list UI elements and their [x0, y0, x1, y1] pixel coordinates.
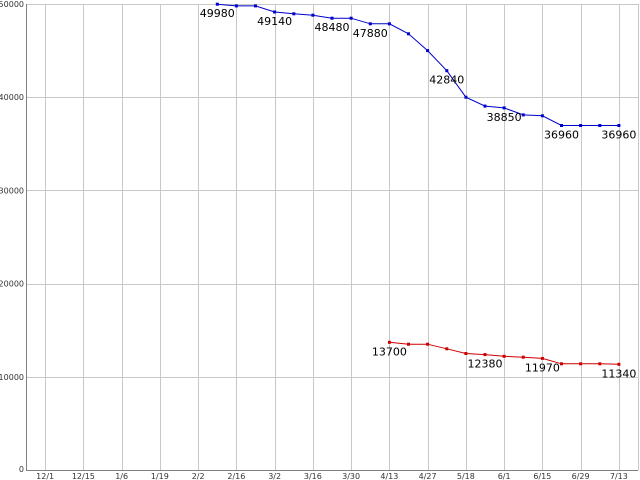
y-tick-label: 20000: [0, 280, 24, 289]
data-point: [579, 124, 583, 127]
y-tick-label: 0: [19, 465, 24, 474]
data-label: 11340: [601, 367, 636, 380]
data-point: [579, 362, 583, 366]
data-point: [560, 124, 563, 127]
data-point: [426, 49, 430, 53]
data-label: 48480: [315, 21, 350, 34]
data-label: 49140: [257, 15, 292, 28]
y-tick-label: 50000: [0, 0, 24, 9]
data-label: 49980: [200, 7, 235, 20]
x-tick-label: 6/15: [533, 472, 551, 480]
data-point: [464, 95, 468, 99]
data-point: [521, 355, 525, 359]
data-point: [598, 362, 602, 366]
x-tick-label: 4/27: [419, 472, 437, 480]
x-tick-label: 6/29: [572, 472, 590, 480]
data-label: 36960: [601, 129, 636, 142]
data-label: 42840: [429, 74, 464, 87]
data-point: [483, 353, 487, 357]
data-point: [368, 22, 372, 26]
x-tick-label: 12/1: [36, 472, 54, 480]
x-tick-label: 2/2: [192, 472, 205, 480]
data-label: 12380: [468, 358, 503, 371]
data-point: [617, 124, 621, 127]
data-point: [387, 340, 391, 344]
x-tick-label: 1/6: [115, 472, 128, 480]
data-point: [483, 104, 487, 108]
series-lines: [215, 2, 621, 366]
y-tick-label: 30000: [0, 186, 24, 195]
data-point: [311, 13, 315, 17]
x-tick-label: 6/1: [498, 472, 511, 480]
data-point: [560, 362, 563, 366]
data-point: [349, 16, 353, 20]
x-tick-label: 3/30: [342, 472, 360, 480]
data-point: [540, 356, 544, 360]
y-tick-label: 10000: [0, 373, 24, 382]
data-labels: 49980 49140 48480 47880 42840 38850 36960 36960…: [200, 7, 637, 380]
x-tick-label: 4/13: [380, 472, 398, 480]
data-point: [292, 12, 296, 16]
data-point: [234, 4, 238, 8]
data-point: [254, 4, 257, 8]
x-tick-label: 7/13: [610, 472, 628, 480]
x-tick-label: 1/19: [151, 472, 169, 480]
data-label: 13700: [372, 345, 407, 358]
y-tick-label: 40000: [0, 93, 24, 102]
data-point: [521, 113, 525, 117]
data-point: [407, 32, 410, 36]
data-point: [426, 342, 430, 346]
data-point: [617, 362, 621, 366]
axes: [26, 4, 638, 471]
grid-lines: [26, 4, 639, 470]
data-label: 47880: [353, 27, 388, 40]
data-point: [502, 106, 506, 110]
data-point: [407, 342, 410, 346]
x-tick-label: 12/15: [72, 472, 95, 480]
data-point: [215, 2, 219, 6]
data-point: [273, 10, 277, 14]
data-point: [445, 347, 449, 351]
data-point: [540, 114, 544, 118]
x-tick-label: 2/16: [227, 472, 245, 480]
data-point: [502, 354, 506, 358]
data-label: 38850: [487, 111, 522, 124]
x-tick-label: 5/18: [457, 472, 475, 480]
data-point: [330, 16, 334, 20]
data-label: 11970: [525, 361, 560, 374]
series-line: [217, 3, 619, 126]
data-point: [387, 22, 391, 26]
data-label: 36960: [544, 129, 579, 142]
data-point: [464, 352, 468, 355]
x-tick-label: 3/16: [304, 472, 322, 480]
x-tick-label: 3/2: [268, 472, 281, 480]
data-point: [445, 69, 449, 73]
data-point: [598, 124, 602, 127]
